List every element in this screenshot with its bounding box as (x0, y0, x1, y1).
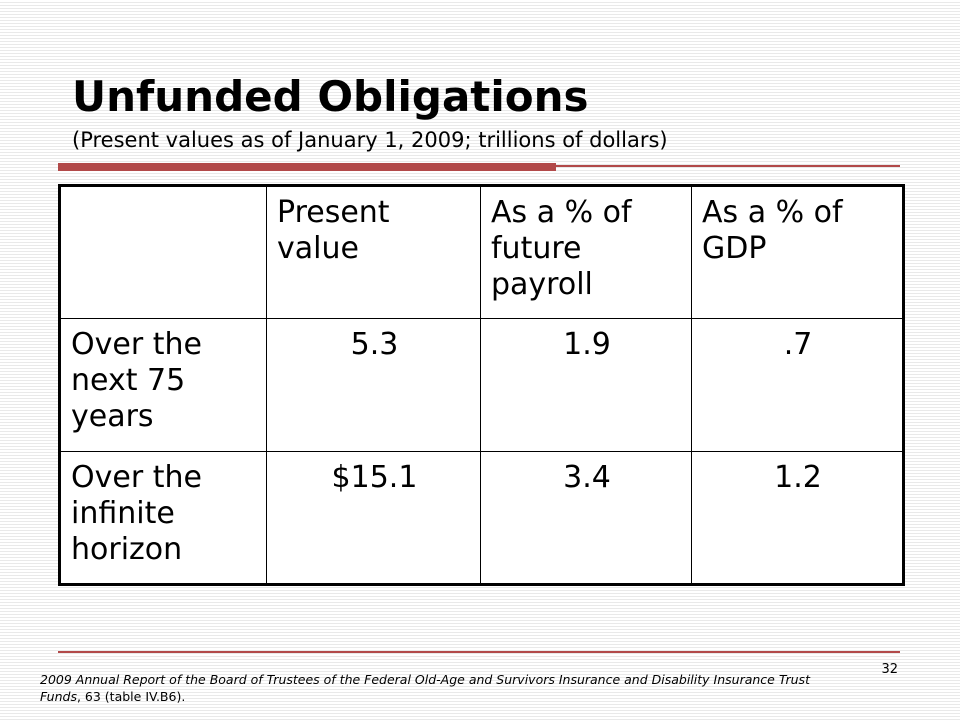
header-present-value: Present value (266, 185, 481, 319)
obligations-table: Present value As a % of future payroll A… (58, 184, 905, 586)
table-row: Over the next 75 years 5.3 1.9 .7 (59, 318, 904, 452)
cell-pct-future-payroll: 1.9 (480, 318, 692, 452)
row-label-infinite-horizon: Over the infinite horizon (59, 451, 267, 585)
header-pct-gdp: As a % of GDP (691, 185, 904, 319)
footer-rule (58, 651, 900, 653)
cell-present-value: $15.1 (266, 451, 481, 585)
cell-pct-gdp: .7 (691, 318, 904, 452)
source-citation: 2009 Annual Report of the Board of Trust… (40, 671, 820, 705)
citation-reference: , 63 (table IV.B6). (76, 689, 186, 704)
header-corner-cell (59, 185, 267, 319)
citation-report-title: 2009 Annual Report of the Board of Trust… (40, 672, 810, 704)
slide-title: Unfunded Obligations (72, 72, 589, 121)
row-label-next-75-years: Over the next 75 years (59, 318, 267, 452)
title-accent-bar (58, 163, 556, 171)
table-row: Over the infinite horizon $15.1 3.4 1.2 (59, 451, 904, 585)
cell-pct-gdp: 1.2 (691, 451, 904, 585)
cell-pct-future-payroll: 3.4 (480, 451, 692, 585)
cell-present-value: 5.3 (266, 318, 481, 452)
slide-subtitle: (Present values as of January 1, 2009; t… (72, 128, 668, 152)
header-pct-future-payroll: As a % of future payroll (480, 185, 692, 319)
table-header-row: Present value As a % of future payroll A… (59, 185, 904, 319)
page-number: 32 (881, 662, 898, 677)
title-accent-rule (556, 165, 900, 167)
